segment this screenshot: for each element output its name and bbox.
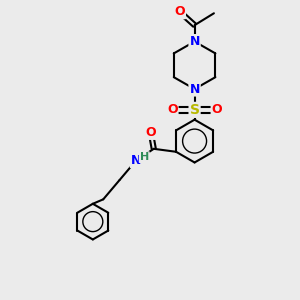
Text: O: O	[146, 126, 156, 139]
Text: H: H	[140, 152, 149, 162]
Text: N: N	[131, 154, 141, 167]
Text: N: N	[189, 82, 200, 96]
Text: O: O	[167, 103, 178, 116]
Text: O: O	[174, 5, 185, 18]
Text: N: N	[189, 35, 200, 48]
Text: S: S	[190, 103, 200, 117]
Text: O: O	[212, 103, 222, 116]
